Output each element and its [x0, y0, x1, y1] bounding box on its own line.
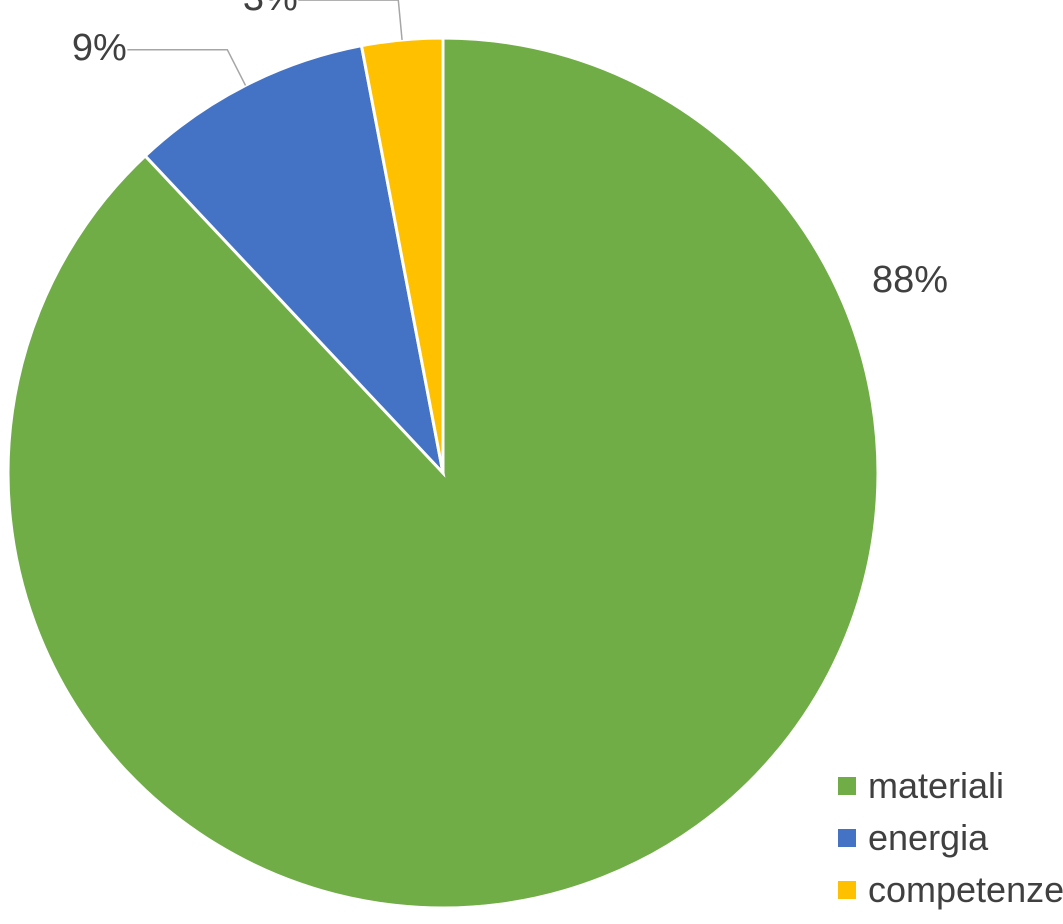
- legend-label-materiali: materiali: [868, 765, 1005, 806]
- legend-swatch-competenze: [838, 881, 856, 899]
- legend-swatch-energia: [838, 829, 856, 847]
- leader-lines: [127, 0, 403, 86]
- data-labels: 88% 9% 3%: [72, 0, 948, 301]
- legend-item-materiali: materiali: [838, 760, 1063, 812]
- pie-slice-competenze: [359, 36, 445, 474]
- legend-label-energia: energia: [868, 817, 989, 858]
- leader-line-competenze: [298, 0, 403, 41]
- pie-slice-energia: [143, 43, 446, 478]
- legend-item-energia: energia: [838, 812, 1063, 864]
- data-label-materiali: 88%: [872, 259, 948, 301]
- legend-item-competenze: competenze: [838, 864, 1063, 916]
- leader-line-energia: [127, 49, 247, 86]
- pie-slices: [6, 36, 880, 910]
- legend: materiali energia competenze: [838, 760, 1063, 916]
- data-label-competenze: 3%: [243, 0, 298, 19]
- data-label-energia: 9%: [72, 27, 127, 69]
- legend-swatch-materiali: [838, 777, 856, 795]
- legend-label-competenze: competenze: [868, 869, 1063, 910]
